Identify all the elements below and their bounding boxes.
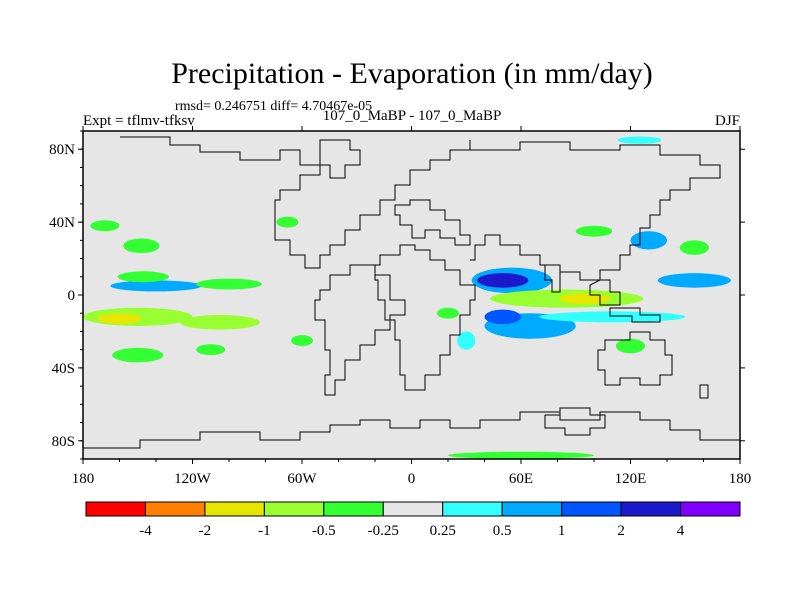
- anomaly-s-pacific-green-a: [112, 347, 164, 363]
- colorbar-label: -1: [258, 523, 271, 539]
- anomaly-pacific-subtropic-green: [117, 271, 169, 283]
- anomaly-arctic-cyan: [617, 136, 662, 144]
- colorbar-swatch: [204, 501, 265, 517]
- anomaly-africa-cyan: [457, 331, 476, 350]
- colorbar-label: -2: [199, 523, 212, 539]
- colorbar-swatch: [144, 501, 206, 517]
- anomaly-indian-north-deepblue: [477, 273, 529, 288]
- x-tick-label: 60W: [287, 471, 317, 487]
- anomaly-japan-blue: [630, 231, 667, 250]
- x-tick-label: 120E: [615, 471, 647, 487]
- anomaly-asia-green: [575, 225, 613, 237]
- continent-outlines: [83, 136, 740, 449]
- x-tick-label: 60E: [509, 471, 533, 487]
- australia-outline: [597, 331, 673, 386]
- model-comparison-label: 107_0_MaBP - 107_0_MaBP: [323, 108, 502, 124]
- x-tick-label: 180: [729, 471, 752, 487]
- europe-africa-outline: [374, 244, 476, 391]
- colorbar-label: 2: [617, 523, 625, 539]
- colorbar-swatch: [561, 501, 622, 517]
- colorbar-swatch: [263, 501, 325, 517]
- experiment-label: Expt = tflmv-tfksv: [83, 113, 195, 129]
- stats-text: rmsd= 0.246751 diff= 4.70467e-05: [175, 99, 372, 114]
- colorbar-swatch: [323, 501, 384, 517]
- x-tick-label: 180: [72, 471, 95, 487]
- anomaly-pacific-north-green: [196, 278, 262, 290]
- anomaly-maritime-cyan: [539, 311, 686, 323]
- map-background: [83, 131, 740, 459]
- anomaly-pacific-equator-cyan: [110, 280, 202, 292]
- anomaly-n-atlantic-green: [276, 216, 299, 228]
- india-outline: [540, 264, 561, 293]
- anomaly-pacific-south-yellowgreen: [97, 313, 142, 325]
- anomaly-pacific-south-green-2: [179, 315, 261, 330]
- y-tick-label: 80S: [52, 434, 75, 450]
- x-tick-label: 120W: [174, 471, 212, 487]
- colorbar: -4 -2 -1 -0.5 -0.25 0.25 0.5 1 2 4: [85, 501, 741, 539]
- new-zealand-outline: [699, 384, 709, 399]
- colorbar-label: -4: [139, 523, 152, 539]
- antarctic-island-outline: [544, 407, 606, 436]
- y-tick-label: 40S: [52, 361, 75, 377]
- y-tick-label: 40N: [49, 215, 75, 231]
- anomaly-w-pacific-north-blue: [657, 273, 731, 288]
- southeast-asia-outline: [589, 279, 621, 306]
- season-label: DJF: [715, 113, 740, 129]
- colorbar-swatch: [85, 501, 146, 517]
- colorbar-label: -0.25: [368, 523, 399, 539]
- anomaly-s-atlantic-green: [291, 335, 313, 347]
- antarctica-outline: [83, 411, 740, 449]
- anomaly-nw-pacific-green: [679, 240, 709, 255]
- anomaly-nw-pacific-green: [90, 220, 120, 232]
- colorbar-swatch: [442, 501, 503, 517]
- north-america-outline: [120, 136, 471, 269]
- anomaly-africa-green: [437, 307, 459, 319]
- x-tick-label: 0: [408, 471, 416, 487]
- greenland-outline: [319, 139, 361, 179]
- colorbar-label: 0.5: [493, 523, 512, 539]
- anomaly-southern-ocean-green: [448, 451, 594, 459]
- y-tick-label: 0: [68, 288, 76, 304]
- colorbar-label: 0.25: [430, 523, 456, 539]
- anomaly-australia-green: [615, 338, 646, 354]
- anomaly-ne-pacific-green: [123, 238, 160, 254]
- anomaly-indian-equator-yellow: [559, 293, 611, 305]
- indonesia-outline: [609, 307, 661, 323]
- colorbar-swatch: [501, 501, 563, 517]
- europe-outline: [394, 199, 471, 246]
- y-tick-label: 80N: [49, 142, 75, 158]
- colorbar-label: -0.5: [312, 523, 336, 539]
- colorbar-swatch: [620, 501, 682, 517]
- anomaly-indian-south-deepblue: [484, 309, 521, 325]
- chart-title: Precipitation - Evaporation (in mm/day): [171, 57, 653, 90]
- asia-outline: [470, 141, 721, 281]
- map-axes: 180 120W 60W 0 60E 120E 180 80N 40N 0 40S 80S: [49, 126, 751, 487]
- anomaly-s-pacific-green-b: [196, 344, 226, 356]
- colorbar-swatch: [382, 501, 444, 517]
- colorbar-swatch: [680, 501, 741, 517]
- colorbar-label: 1: [558, 523, 566, 539]
- anomaly-layer: [83, 136, 731, 459]
- colorbar-label: 4: [677, 523, 685, 539]
